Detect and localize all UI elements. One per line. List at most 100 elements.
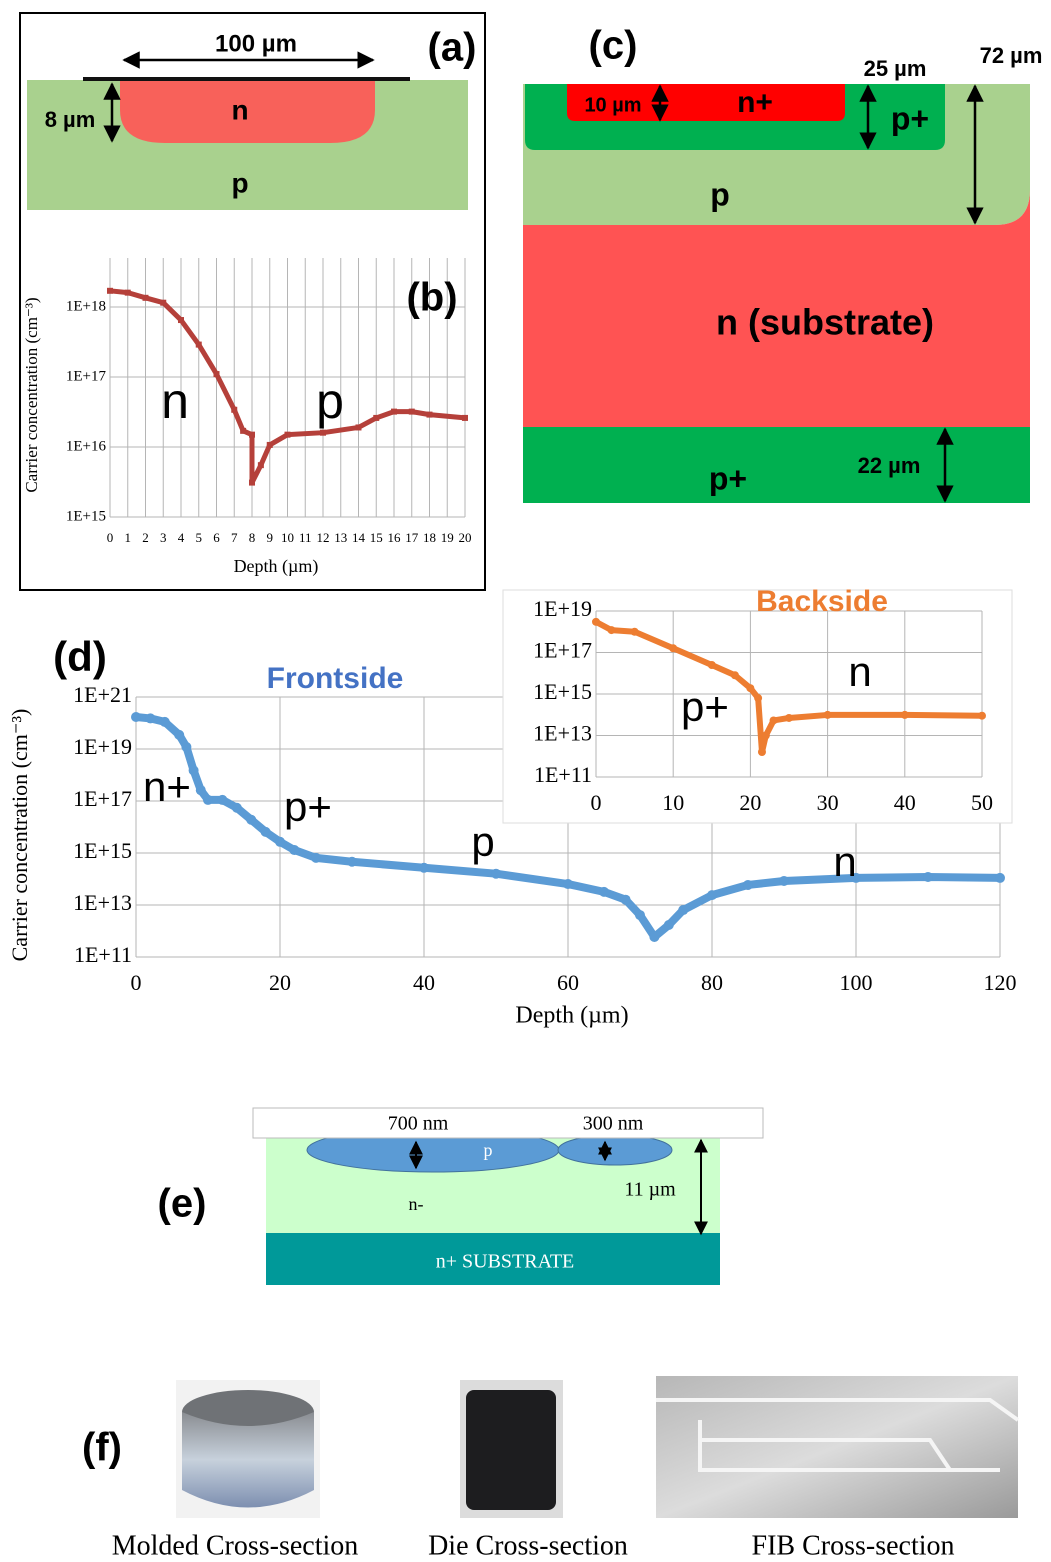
region-label: p+ (709, 460, 747, 496)
data-point (901, 711, 909, 719)
x-tick-label: 50 (971, 790, 993, 815)
data-point (320, 430, 326, 436)
x-tick-label: 0 (591, 790, 602, 815)
data-point (758, 748, 766, 756)
data-point (178, 317, 184, 323)
panel-e: 700 nm 300 nm p n- 11 µm n+ SUBSTRATE (e… (158, 1108, 763, 1285)
data-point (707, 890, 717, 900)
region-label: n- (409, 1194, 424, 1214)
region-label: n (231, 94, 248, 125)
x-tick-label: 100 (840, 970, 873, 995)
x-tick-label: 19 (441, 530, 454, 545)
dimension: 25 µm (864, 56, 927, 81)
x-tick-label: 15 (370, 530, 383, 545)
x-tick-label: 0 (107, 530, 114, 545)
data-point (373, 415, 379, 421)
data-point (779, 876, 789, 886)
data-point (258, 462, 264, 468)
chart-title: Backside (756, 585, 888, 618)
chart: 1E+151E+161E+171E+1801234567891011121314… (22, 258, 472, 577)
x-tick-label: 13 (334, 530, 347, 545)
photo (466, 1390, 556, 1510)
y-tick-label: 1E+21 (73, 682, 132, 707)
data-point (824, 711, 832, 719)
x-tick-label: 6 (213, 530, 220, 545)
x-tick-label: 9 (267, 530, 274, 545)
x-tick-label: 40 (894, 790, 916, 815)
data-point (669, 644, 677, 652)
y-axis-label: Carrier concentration (cm⁻³) (22, 297, 41, 492)
data-point (246, 815, 256, 825)
data-point (181, 742, 191, 752)
dimension: 300 nm (583, 1113, 644, 1135)
data-point (607, 626, 615, 634)
x-axis-label: Depth (µm) (515, 1003, 628, 1029)
dimension: 700 nm (388, 1113, 449, 1135)
data-point (731, 671, 739, 679)
region-label: p (710, 176, 730, 212)
annotation: n (161, 373, 189, 429)
x-tick-label: 18 (423, 530, 436, 545)
y-tick-label: 1E+17 (73, 786, 132, 811)
region-label: n+ SUBSTRATE (436, 1251, 575, 1273)
data-point (563, 879, 573, 889)
x-tick-label: 7 (231, 530, 238, 545)
y-tick-label: 1E+11 (74, 942, 132, 967)
data-point (356, 424, 362, 430)
data-point (347, 857, 357, 867)
data-point (275, 837, 285, 847)
data-point (160, 300, 166, 306)
data-point (214, 371, 220, 377)
panel-f: (f) Molded Cross-section Die Cross-secti… (82, 1376, 1018, 1561)
data-point (145, 713, 155, 723)
y-tick-label: 1E+13 (533, 721, 592, 746)
data-point (635, 910, 645, 920)
x-tick-label: 0 (131, 970, 142, 995)
panel-label: (a) (428, 26, 477, 70)
x-tick-label: 60 (557, 970, 579, 995)
data-point (978, 712, 986, 720)
data-point (770, 716, 778, 724)
photo (182, 1412, 314, 1508)
data-point (491, 869, 501, 879)
data-point (217, 795, 227, 805)
x-tick-label: 10 (281, 530, 294, 545)
data-point (289, 845, 299, 855)
data-point (409, 409, 415, 415)
x-tick-label: 16 (388, 530, 402, 545)
region-label: p+ (891, 100, 929, 136)
annotation: n+ (143, 763, 191, 810)
y-tick-label: 1E+19 (533, 596, 592, 621)
data-point (240, 428, 246, 434)
data-point (160, 717, 170, 727)
x-tick-label: 80 (701, 970, 723, 995)
y-tick-label: 1E+16 (66, 438, 107, 454)
x-tick-label: 20 (739, 790, 761, 815)
data-point (743, 880, 753, 890)
panel-c: (c) 25 µm 72 µm 10 µm n+ p+ p n (substra… (523, 24, 1042, 503)
region-label: n (substrate) (716, 302, 934, 343)
x-tick-label: 3 (160, 530, 167, 545)
y-tick-label: 1E+15 (533, 679, 592, 704)
annotation: p+ (284, 783, 332, 830)
data-point (599, 887, 609, 897)
y-tick-label: 1E+17 (66, 368, 107, 384)
data-point (427, 412, 433, 418)
x-tick-label: 4 (178, 530, 185, 545)
region-label: p (484, 1140, 493, 1160)
data-point (311, 853, 321, 863)
y-tick-label: 1E+18 (66, 298, 106, 314)
panel-label: (b) (406, 276, 457, 320)
annotation: p+ (681, 683, 729, 730)
x-tick-label: 120 (984, 970, 1017, 995)
data-point (231, 407, 237, 413)
dimension: 72 µm (980, 43, 1043, 68)
region-label: p (231, 167, 248, 198)
dimension: 10 µm (584, 94, 641, 116)
caption: FIB Cross-section (752, 1530, 955, 1561)
data-point (249, 432, 255, 438)
annotation: n (833, 838, 856, 885)
x-tick-label: 20 (459, 530, 472, 545)
data-point (785, 714, 793, 722)
data-point (285, 432, 291, 438)
